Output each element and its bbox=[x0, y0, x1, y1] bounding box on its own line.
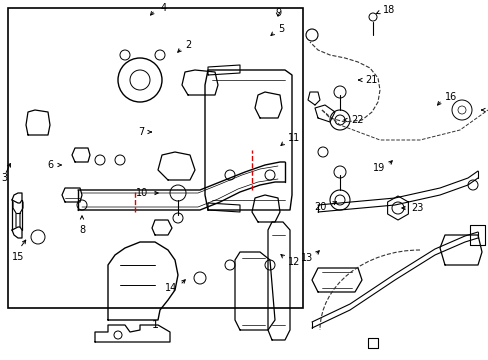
Text: 7: 7 bbox=[138, 127, 143, 137]
Text: 23: 23 bbox=[410, 203, 423, 213]
Text: 18: 18 bbox=[382, 5, 394, 15]
Text: 4: 4 bbox=[161, 3, 167, 13]
Text: 11: 11 bbox=[287, 133, 300, 143]
Text: 1: 1 bbox=[151, 320, 158, 330]
Text: 13: 13 bbox=[300, 253, 312, 263]
Text: 12: 12 bbox=[287, 257, 300, 267]
Text: 9: 9 bbox=[274, 8, 281, 18]
Text: 14: 14 bbox=[164, 283, 177, 293]
Text: 8: 8 bbox=[79, 225, 85, 235]
Bar bbox=[8, 8, 303, 308]
Text: 5: 5 bbox=[278, 24, 284, 34]
Text: 17: 17 bbox=[486, 105, 488, 115]
Text: 15: 15 bbox=[12, 252, 24, 262]
Text: 21: 21 bbox=[364, 75, 377, 85]
Text: 10: 10 bbox=[136, 188, 148, 198]
Text: 19: 19 bbox=[372, 163, 384, 173]
Text: 20: 20 bbox=[314, 202, 326, 212]
Text: 3: 3 bbox=[1, 173, 7, 183]
Text: 22: 22 bbox=[350, 115, 363, 125]
Text: 16: 16 bbox=[444, 92, 456, 102]
Text: 2: 2 bbox=[184, 40, 191, 50]
Text: 6: 6 bbox=[48, 160, 54, 170]
